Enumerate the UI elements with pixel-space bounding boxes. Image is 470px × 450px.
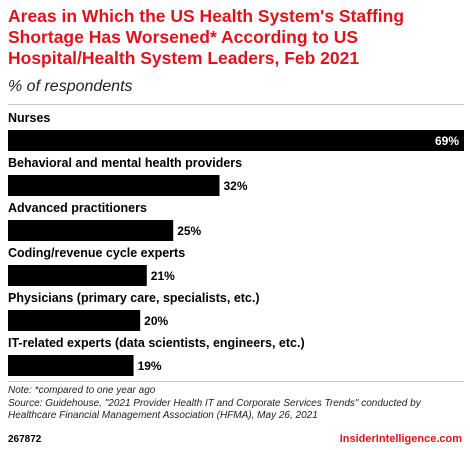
category-label: IT-related experts (data scientists, eng…	[8, 336, 305, 350]
bar	[8, 265, 147, 286]
category-label: Advanced practitioners	[8, 201, 147, 215]
source-text: Source: Guidehouse, "2021 Provider Healt…	[8, 397, 421, 422]
value-label: 19%	[138, 359, 162, 373]
bar	[8, 310, 141, 331]
chart-id: 267872	[8, 434, 42, 445]
top-divider	[8, 104, 464, 105]
value-label: 25%	[177, 224, 201, 238]
category-label: Physicians (primary care, specialists, e…	[8, 291, 260, 305]
value-label: 69%	[435, 134, 459, 148]
value-label: 21%	[151, 269, 175, 283]
bottom-divider	[8, 381, 464, 382]
bar	[8, 220, 174, 241]
chart-notes: Note: *compared to one year ago Source: …	[8, 385, 468, 423]
chart-subtitle: % of respondents	[8, 78, 133, 95]
category-label: Behavioral and mental health providers	[8, 156, 242, 170]
note-text: Note: *compared to one year ago	[8, 385, 156, 396]
category-label: Nurses	[8, 111, 50, 125]
value-label: 20%	[144, 314, 168, 328]
chart-title: Areas in Which the US Health System's St…	[8, 6, 405, 68]
bar	[8, 355, 134, 376]
value-label: 32%	[223, 179, 247, 193]
category-label: Coding/revenue cycle experts	[8, 246, 185, 260]
bar-chart: Nurses 69% Behavioral and mental health pr…	[8, 111, 464, 376]
brand-logo[interactable]: InsiderIntelligence.com	[339, 433, 462, 445]
bar	[8, 175, 220, 196]
bar	[8, 130, 464, 151]
